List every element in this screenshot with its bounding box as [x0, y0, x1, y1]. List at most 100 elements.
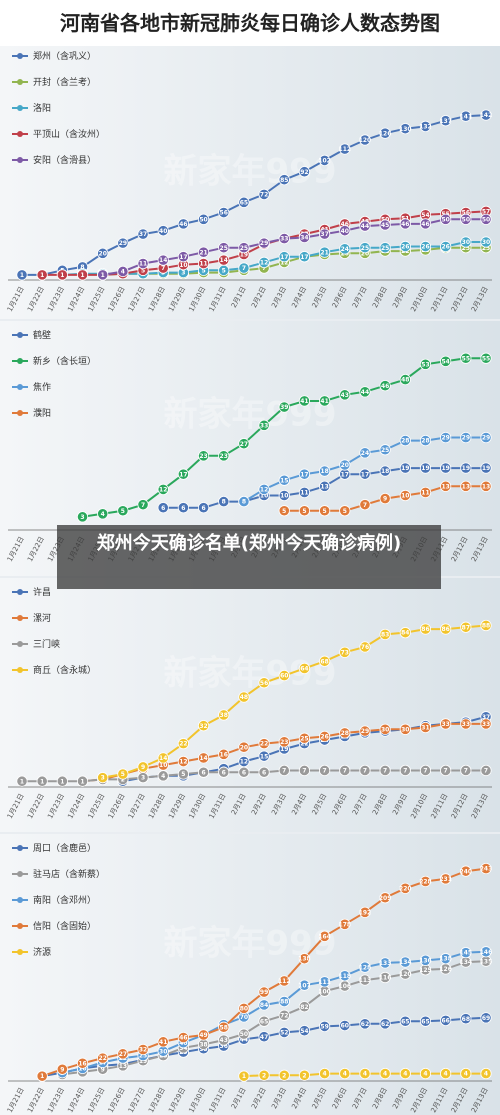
data-label: 50 — [240, 1031, 248, 1038]
data-point — [419, 486, 432, 499]
data-label: 7 — [242, 265, 246, 272]
data-point — [137, 228, 149, 240]
data-point — [36, 775, 48, 787]
data-point — [359, 725, 371, 737]
legend-item: 南阳（含邓州） — [12, 894, 96, 906]
data-point — [97, 772, 109, 784]
data-point — [440, 462, 452, 474]
data-label: 20 — [361, 250, 369, 257]
data-point — [117, 505, 129, 517]
data-label: 5 — [282, 508, 286, 515]
data-label: 23 — [199, 453, 207, 460]
data-label: 19 — [482, 465, 490, 472]
data-point — [157, 770, 169, 782]
data-label: 17 — [280, 254, 288, 261]
data-label: 25 — [139, 1053, 147, 1060]
data-label: 72 — [260, 192, 268, 199]
data-label: 5 — [323, 508, 327, 515]
data-label: 11 — [139, 261, 147, 268]
data-point — [258, 750, 270, 762]
data-label: 30 — [381, 726, 389, 733]
data-label: 1 — [40, 1073, 44, 1080]
legend-item: 鹤壁 — [12, 329, 51, 341]
data-label: 5 — [121, 771, 125, 778]
data-label: 29 — [260, 240, 268, 247]
data-point — [117, 237, 129, 249]
data-point — [379, 127, 391, 139]
data-label: 22 — [99, 1055, 107, 1062]
data-point — [460, 462, 472, 474]
data-label: 32 — [139, 1047, 147, 1054]
data-point — [319, 154, 331, 167]
data-point — [218, 206, 230, 219]
data-point — [76, 1057, 89, 1069]
data-point — [399, 373, 411, 386]
data-label: 55 — [482, 355, 490, 362]
data-label: 11 — [199, 261, 207, 268]
data-point — [379, 971, 391, 984]
legend-item: 郑州（含巩义） — [12, 50, 96, 62]
data-point — [76, 269, 89, 281]
data-label: 136 — [419, 957, 432, 964]
data-point — [460, 213, 472, 225]
data-label: 20 — [99, 250, 107, 257]
data-point — [480, 764, 492, 777]
data-label: 22 — [300, 741, 308, 748]
data-point — [440, 240, 452, 253]
data-point — [157, 225, 169, 237]
data-label: 43 — [341, 392, 349, 399]
data-point — [197, 720, 210, 732]
data-point — [379, 444, 391, 456]
data-label: 40 — [341, 228, 349, 235]
data-point — [460, 352, 472, 364]
data-point — [399, 489, 411, 502]
data-label: 87 — [462, 624, 470, 631]
data-label: 7 — [262, 265, 266, 272]
data-label: 112 — [339, 146, 352, 153]
data-label: 50 — [482, 216, 490, 223]
data-label: 84 — [260, 1002, 268, 1009]
legend-swatch-dot — [17, 332, 23, 338]
data-label: 6 — [222, 769, 226, 776]
data-point — [359, 134, 371, 146]
data-point — [379, 1018, 391, 1030]
data-point — [339, 646, 351, 658]
data-point — [298, 486, 311, 499]
data-point — [440, 431, 452, 444]
data-label: 66 — [441, 1017, 449, 1024]
data-point — [319, 764, 331, 777]
data-label: 1 — [40, 272, 44, 279]
data-point — [399, 723, 411, 735]
data-point — [278, 995, 290, 1008]
data-label: 1 — [20, 778, 24, 785]
data-label: 20 — [341, 462, 349, 469]
data-point — [137, 1043, 149, 1056]
data-point — [298, 231, 311, 244]
data-label: 7 — [444, 768, 448, 775]
legend-swatch-dot — [17, 871, 23, 877]
data-label: 7 — [403, 768, 407, 775]
data-label: 3 — [141, 775, 145, 782]
data-label: 130 — [399, 126, 412, 133]
data-label: 125 — [419, 967, 432, 974]
data-label: 240 — [460, 868, 473, 875]
data-point — [177, 218, 189, 230]
data-label: 25 — [482, 245, 490, 252]
data-label: 17 — [300, 254, 308, 261]
data-label: 128 — [359, 964, 372, 971]
data-label: 86 — [421, 626, 429, 633]
data-label: 86 — [441, 626, 449, 633]
data-label: 41 — [320, 398, 328, 405]
data-point — [177, 755, 189, 768]
data-point — [238, 496, 250, 508]
legend-item: 许昌 — [12, 586, 51, 598]
data-label: 26 — [441, 244, 449, 251]
data-point — [480, 1012, 492, 1024]
data-point — [258, 677, 270, 689]
legend-item: 平顶山（含汝州） — [12, 128, 105, 140]
legend-label: 许昌 — [33, 586, 51, 598]
data-point — [177, 738, 189, 750]
data-point — [319, 930, 331, 942]
data-point — [238, 438, 250, 450]
data-label: 28 — [341, 730, 349, 737]
